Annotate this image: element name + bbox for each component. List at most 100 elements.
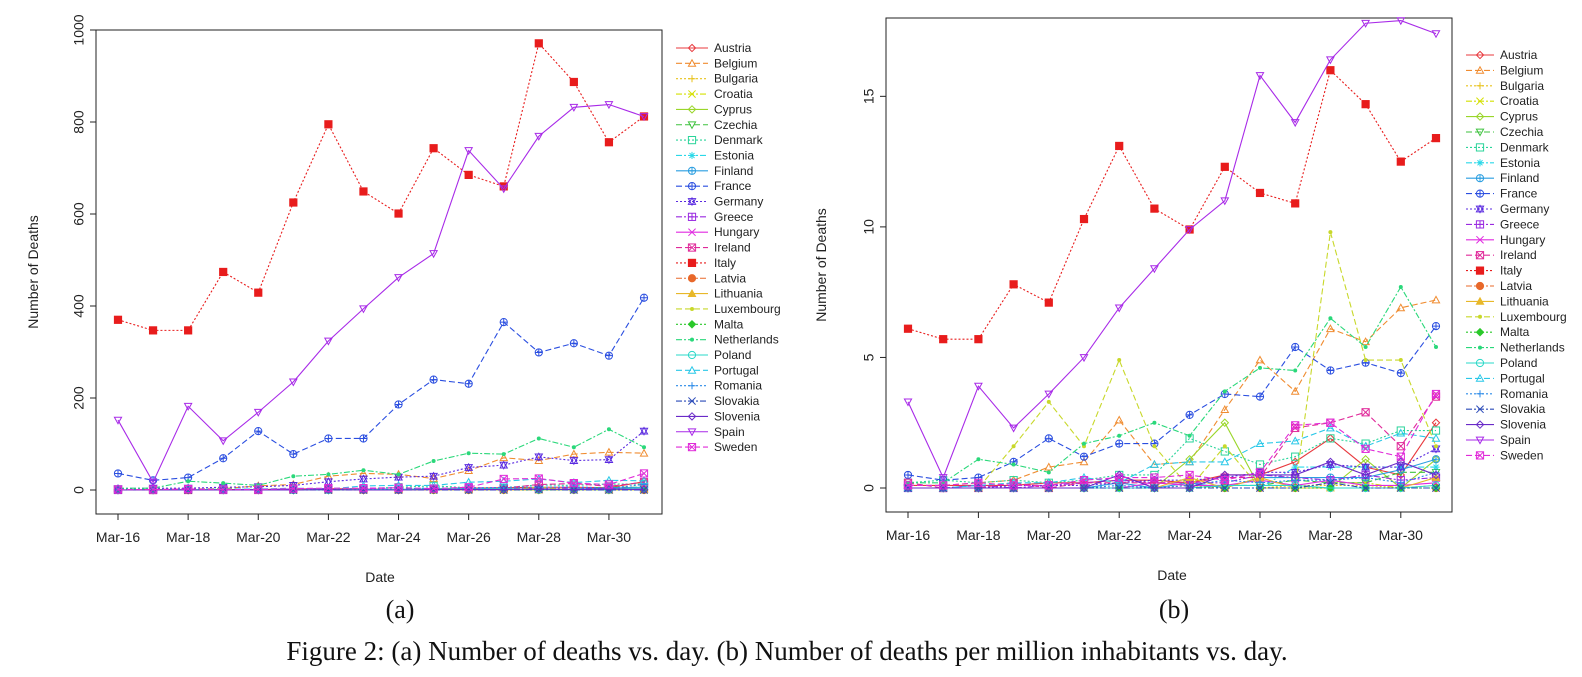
legend-item: Finland (1466, 171, 1539, 185)
figure-caption: Figure 2: (a) Number of deaths vs. day. … (286, 636, 1287, 666)
x-tick-label: Mar-16 (886, 527, 931, 543)
legend-marker (688, 397, 696, 406)
data-point (1009, 481, 1018, 490)
legend-marker (1476, 97, 1484, 106)
legend-marker (687, 258, 697, 267)
data-point (1363, 345, 1368, 349)
plot-frame-a (95, 29, 663, 515)
data-point (1361, 462, 1371, 472)
data-point (639, 448, 649, 457)
legend-marker (1475, 65, 1485, 74)
legend-item: Bulgaria (1466, 79, 1544, 93)
legend-item: Spain (1466, 433, 1531, 447)
data-point (464, 379, 473, 388)
legend-item: Greece (676, 210, 754, 224)
data-point (1361, 100, 1370, 109)
x-tick-label: Mar-30 (587, 529, 632, 545)
data-point (1150, 473, 1159, 482)
axis-ticks-b: Mar-16 Mar-18 Mar-20 Mar-22 Mar-24 Mar-26 Mar-… (861, 88, 1423, 543)
legend-marker (687, 274, 697, 283)
legend-item: Spain (676, 425, 745, 439)
data-point (499, 474, 508, 484)
series-line (118, 488, 645, 491)
data-point (569, 103, 579, 112)
legend-label: Netherlands (714, 333, 779, 347)
data-point (501, 452, 506, 457)
legend-label: Cyprus (1500, 110, 1538, 124)
data-point (1362, 463, 1370, 471)
legend-marker (688, 382, 696, 390)
x-tick-label: Mar-20 (1027, 527, 1072, 543)
series-line (907, 325, 1437, 481)
data-point (359, 305, 368, 314)
y-tick-label: 0 (71, 486, 87, 494)
data-point (1046, 399, 1051, 404)
data-point (1396, 484, 1405, 492)
data-point (1291, 476, 1299, 484)
series-spain (113, 101, 649, 487)
data-point (254, 485, 263, 494)
data-point (323, 337, 333, 346)
data-point (1256, 479, 1264, 487)
data-point (1432, 463, 1440, 471)
legend-item: Poland (676, 348, 751, 362)
data-point (938, 483, 948, 493)
legend-marker (1475, 420, 1485, 429)
data-point (464, 462, 474, 473)
legend-item: France (676, 179, 752, 193)
data-point (1396, 462, 1406, 472)
data-point (1046, 470, 1051, 475)
series-ireland (903, 392, 1441, 493)
data-point (604, 475, 614, 484)
x-tick-label: Mar-24 (376, 529, 421, 545)
series-belgium (903, 295, 1441, 489)
data-point (359, 484, 368, 493)
legend-marker (687, 428, 697, 437)
data-point (394, 485, 403, 495)
legend-marker (1475, 281, 1485, 291)
data-point (974, 335, 983, 344)
x-tick-label: Mar-28 (517, 529, 562, 545)
legend-marker (1475, 143, 1485, 152)
data-point (1431, 481, 1441, 490)
legend-item: Romania (676, 379, 762, 393)
data-point (569, 455, 579, 466)
series-line (908, 448, 1437, 489)
data-point (903, 398, 913, 407)
data-point (1291, 484, 1300, 492)
data-point (1044, 483, 1054, 493)
data-point (1326, 418, 1335, 427)
legend-marker (687, 212, 697, 221)
legend-label: Germany (1500, 202, 1549, 216)
legend-marker (1475, 373, 1485, 382)
legend-item: Latvia (676, 271, 746, 285)
data-point (903, 324, 913, 333)
series-italy (113, 39, 649, 335)
legend-label: Hungary (714, 225, 759, 239)
legend-item: Denmark (1466, 140, 1550, 154)
data-point (1326, 66, 1335, 75)
legend-marker (687, 136, 697, 145)
data-point (1255, 438, 1265, 447)
data-point (1326, 434, 1335, 443)
y-tick-label: 800 (71, 110, 87, 134)
series-line (908, 231, 1437, 489)
data-point (184, 326, 193, 335)
legend-item: Croatia (676, 87, 753, 101)
legend-label: Portugal (1500, 371, 1545, 385)
series-netherlands (906, 284, 1438, 485)
data-point (1115, 141, 1124, 151)
data-point (1290, 119, 1300, 128)
legend-label: Slovakia (714, 394, 760, 408)
data-point (1434, 444, 1438, 449)
data-point (254, 427, 263, 436)
data-point (1079, 354, 1089, 363)
legend-label: Germany (714, 195, 763, 209)
legend-label: Sweden (1500, 448, 1543, 462)
legend-label: Bulgaria (1500, 79, 1544, 93)
data-point (148, 478, 158, 487)
chart-panel-b: Date Number of Deaths Mar-16 Mar-18 Mar-20… (813, 17, 1567, 624)
data-point (903, 481, 913, 490)
data-point (113, 315, 123, 324)
data-point (973, 382, 983, 391)
